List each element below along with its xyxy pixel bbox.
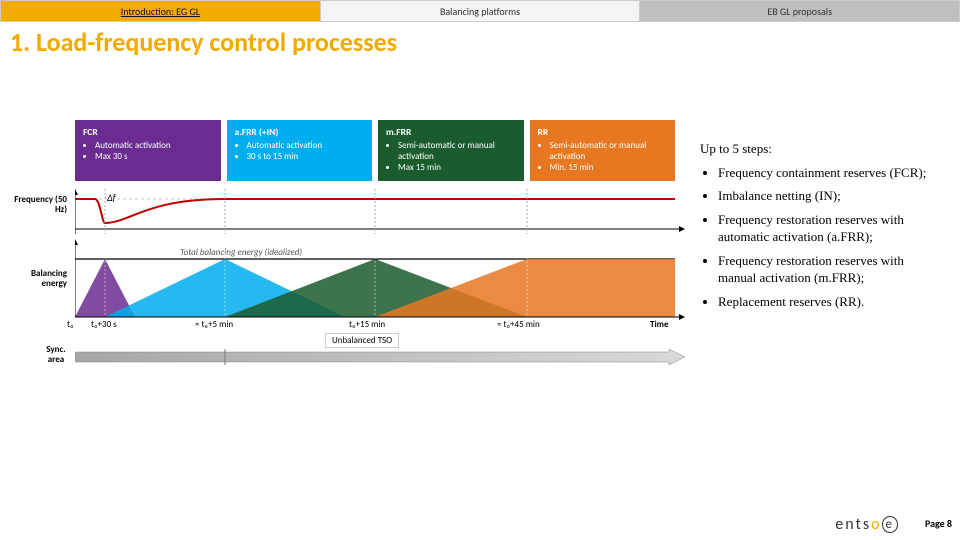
balancing-svg (75, 239, 687, 323)
box-afrr-b2: 30 s to 15 min (247, 151, 365, 162)
box-mfrr-b1: Semi-automatic or manual activation (398, 140, 516, 162)
tick-t0: t₀ (67, 319, 74, 330)
step-fcr: Frequency containment reserves (FCR); (718, 164, 945, 182)
tab-proposals[interactable]: EB GL proposals (639, 0, 960, 22)
box-rr: RR Semi-automatic or manual activation M… (530, 120, 676, 181)
page-number: Page 8 (925, 517, 952, 530)
box-afrr-header: a.FRR (+IN) (235, 126, 365, 138)
steps-text: Up to 5 steps: Frequency containment res… (700, 140, 945, 316)
tick-t45: ≈ t₀+45 min (497, 319, 540, 330)
entsoe-logo: entsoe (835, 515, 898, 534)
tab-intro[interactable]: Introduction: EG GL (0, 0, 320, 22)
box-fcr-header: FCR (83, 126, 213, 138)
frequency-svg (75, 189, 687, 235)
step-afrr: Frequency restoration reserves with auto… (718, 211, 945, 246)
balancing-axis-label: Balancing energy (5, 269, 67, 289)
box-fcr: FCR Automatic activation Max 30 s (75, 120, 221, 181)
box-afrr-b1: Automatic activation (247, 140, 365, 151)
page-title: 1. Load-frequency control processes (10, 26, 960, 58)
reserve-boxes: FCR Automatic activation Max 30 s a.FRR … (75, 120, 675, 181)
time-axis-label: Time (650, 319, 669, 330)
unbalanced-tso-label: Unbalanced TSO (325, 333, 399, 348)
frequency-plot: Frequency (50 Hz) Δf (75, 189, 675, 235)
tick-t15: t₀+15 min (349, 319, 385, 330)
step-in: Imbalance netting (IN); (718, 187, 945, 205)
steps-lead: Up to 5 steps: (700, 140, 945, 158)
box-afrr: a.FRR (+IN) Automatic activation 30 s to… (227, 120, 373, 181)
box-fcr-b2: Max 30 s (95, 151, 213, 162)
step-rr: Replacement reserves (RR). (718, 293, 945, 311)
balancing-energy-plot: Balancing energy Total balancing energy … (75, 239, 675, 329)
box-mfrr-header: m.FRR (386, 126, 516, 138)
box-mfrr-b2: Max 15 min (398, 162, 516, 173)
box-rr-b2: Min. 15 min (550, 162, 668, 173)
frequency-axis-label: Frequency (50 Hz) (5, 195, 67, 215)
tick-t30: t₀+30 s (91, 319, 117, 330)
box-rr-header: RR (538, 126, 668, 138)
box-fcr-b1: Automatic activation (95, 140, 213, 151)
sync-area-arrow: Sync. area Unbalanced TSO (75, 349, 675, 377)
box-mfrr: m.FRR Semi-automatic or manual activatio… (378, 120, 524, 181)
sync-area-label: Sync. area (39, 345, 73, 365)
tab-balancing[interactable]: Balancing platforms (320, 0, 640, 22)
step-mfrr: Frequency restoration reserves with manu… (718, 252, 945, 287)
tick-t5: ≈ t₀+5 min (195, 319, 233, 330)
tab-bar: Introduction: EG GL Balancing platforms … (0, 0, 960, 22)
box-rr-b1: Semi-automatic or manual activation (550, 140, 668, 162)
